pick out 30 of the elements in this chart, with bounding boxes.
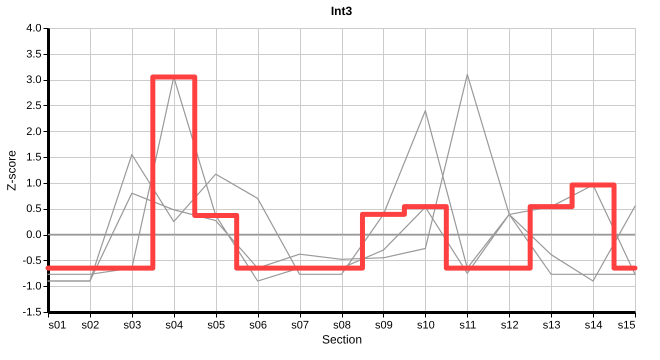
x-tick-label: s11 [459,320,476,332]
y-tick-label: 1.0 [26,177,42,190]
x-axis-title: Section [322,332,362,346]
x-tick-label: s14 [584,320,602,332]
x-tick-label: s02 [82,320,100,332]
y-tick-label: 0.0 [26,229,42,242]
y-tick-label: -0.5 [22,254,42,267]
y-tick-label: -1.0 [22,280,42,293]
y-tick-label: -1.5 [22,306,42,318]
x-tick-label: s13 [542,320,561,332]
x-tick-label: s15 [618,320,636,332]
y-tick-label: 1.5 [26,152,42,164]
y-tick-label: 2.5 [26,100,42,112]
x-tick-label: s09 [375,320,393,332]
y-tick-label: 4.0 [26,22,42,34]
x-tick-label: s05 [207,320,226,332]
y-axis-title: Z-score [4,150,19,191]
x-tick-label: s10 [416,320,435,332]
x-tick-label: s04 [165,320,184,332]
chart-title: Int3 [330,4,352,18]
x-tick-label: s08 [333,320,351,332]
y-tick-label: 0.5 [26,203,42,216]
y-tick-label: 3.0 [26,74,42,86]
x-tick-label: s03 [123,320,142,332]
x-tick-label: s06 [249,320,268,332]
x-tick-label: s01 [48,320,66,332]
y-tick-label: 2.0 [26,126,42,138]
x-tick-label: s12 [500,320,519,332]
y-tick-label: 3.5 [26,48,42,60]
x-tick-label: s07 [291,320,309,332]
